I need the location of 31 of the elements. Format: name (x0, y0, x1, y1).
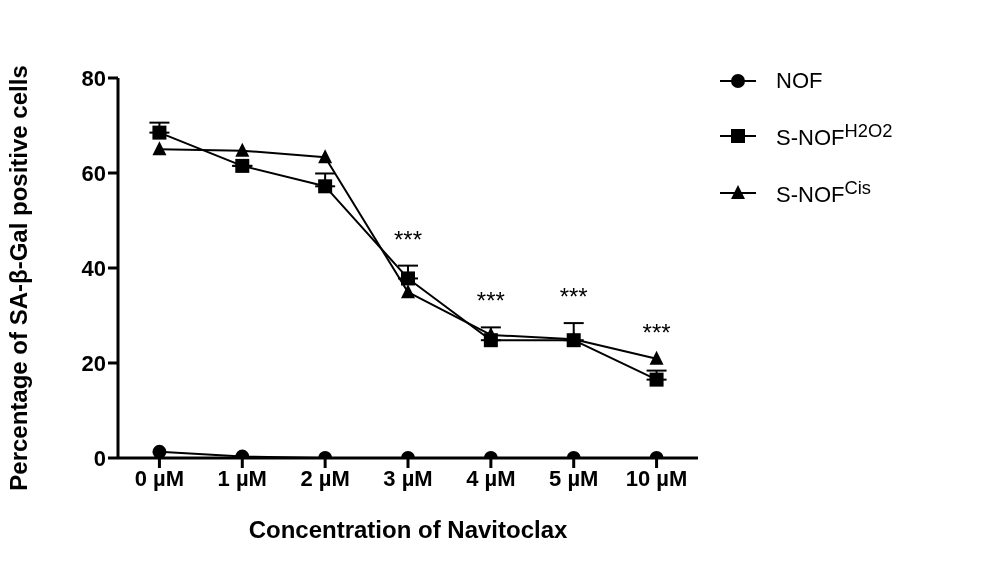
y-tick-label: 80 (81, 65, 106, 91)
x-tick-label: 10 µM (625, 465, 688, 491)
point (235, 158, 250, 173)
legend-label: S-NOF$^{H2O2}$ (776, 120, 893, 152)
legend-label: NOF (776, 68, 823, 94)
annotation: *** (642, 318, 671, 346)
annotation: *** (393, 225, 423, 253)
x-tick-label: 0 µM (134, 465, 185, 491)
point (401, 284, 415, 299)
point (152, 125, 167, 140)
y-tick-label: 0 (93, 445, 106, 471)
y-axis-title: Percentage of SA-β-Gal positive cells (4, 65, 32, 491)
point (152, 444, 167, 458)
point (318, 179, 333, 194)
point (649, 350, 664, 365)
point (152, 141, 167, 156)
x-tick-label: 3 µM (383, 465, 433, 491)
point (318, 149, 333, 164)
annotation: *** (476, 287, 505, 315)
x-tick-label: 1 µM (217, 465, 267, 491)
x-tick-label: 2 µM (300, 465, 350, 491)
point (235, 142, 250, 157)
annotation: *** (559, 283, 588, 311)
y-tick-label: 20 (81, 350, 106, 376)
x-tick-label: 4 µM (466, 465, 516, 491)
point (401, 271, 415, 286)
legend-label: S-NOF$^{Cis}$ (776, 177, 871, 209)
y-tick-label: 60 (81, 160, 106, 186)
y-tick-label: 40 (81, 255, 106, 281)
x-axis-title: Concentration of Navitoclax (248, 516, 569, 543)
x-tick-label: 5 µM (549, 465, 599, 491)
